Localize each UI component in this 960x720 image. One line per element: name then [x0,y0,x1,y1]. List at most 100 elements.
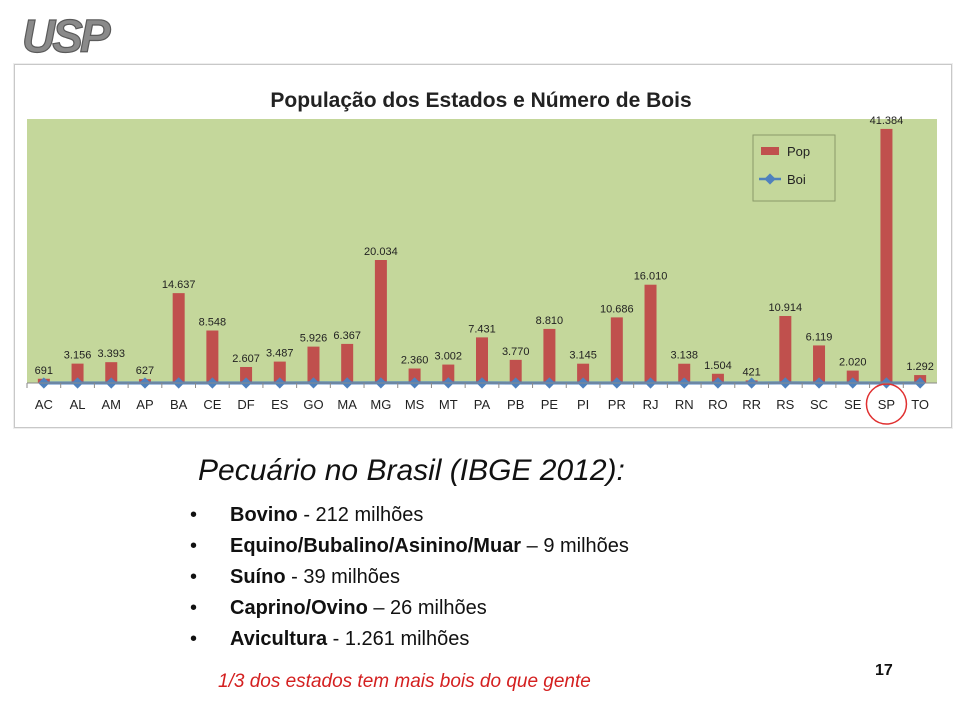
x-tick-mg: MG [370,397,391,412]
item-value: – 9 milhões [521,535,629,557]
legend: Pop Boi [752,134,836,202]
x-tick-rr: RR [742,397,761,412]
legend-box [752,134,836,202]
bar-label-ms: 2.360 [401,355,429,367]
chart: População dos Estados e Número de Bois 6… [26,89,937,425]
item-name: Suíno [230,566,286,588]
bar-am [105,362,118,383]
bar-label-ap: 627 [136,365,154,377]
page-number: 17 [875,662,893,679]
x-tick-df: DF [237,397,254,412]
legend-pop-label: Pop [787,144,810,159]
livestock-list: • Bovino - 212 milhões • Equino/Bubalino/A… [190,500,629,655]
chart-frame: População dos Estados e Número de Bois 6… [14,64,952,428]
x-tick-pa: PA [474,397,491,412]
footnote: 1/3 dos estados tem mais bois do que gen… [218,671,591,692]
x-tick-am: AM [102,397,122,412]
x-tick-pb: PB [507,397,524,412]
bar-label-pa: 7.431 [468,323,496,335]
x-tick-go: GO [303,397,323,412]
bar-label-mg: 20.034 [364,246,398,258]
bar-label-ro: 1.504 [704,360,732,372]
bar-label-go: 5.926 [300,333,328,345]
bar-label-am: 3.393 [97,348,125,360]
heading: Pecuário no Brasil (IBGE 2012): [198,454,625,487]
bar-pe [543,328,556,383]
x-tick-se: SE [844,397,862,412]
x-tick-ro: RO [708,397,728,412]
bar-sc [813,345,826,383]
x-tick-sc: SC [810,397,828,412]
bar-label-rr: 421 [742,366,760,378]
bar-label-ce: 8.548 [199,317,227,329]
x-tick-ma: MA [337,397,357,412]
bar-label-pb: 3.770 [502,346,530,358]
list-item: • Avicultura - 1.261 milhões [190,628,470,650]
x-tick-pi: PI [577,397,589,412]
item-value: - 39 milhões [285,566,401,588]
item-value: - 212 milhões [297,504,424,526]
x-tick-pr: PR [608,397,626,412]
item-value: – 26 milhões [367,597,487,619]
x-tick-ms: MS [405,397,425,412]
x-tick-sp: SP [878,397,895,412]
legend-pop-swatch [761,147,779,155]
bar-mt [442,364,455,383]
x-tick-pe: PE [541,397,559,412]
item-name: Caprino/Ovino [230,597,368,619]
bar-df [240,366,253,383]
bar-sp [880,128,893,383]
list-item: • Caprino/Ovino – 26 milhões [190,597,487,619]
bar-rj [644,284,657,383]
bar-label-df: 2.607 [232,353,260,365]
x-tick-to: TO [911,397,929,412]
bar-label-pi: 3.145 [569,350,597,362]
logo-text: USP [22,10,111,60]
list-item: • Bovino - 212 milhões [190,504,424,526]
bar-pr [610,317,623,383]
bar-label-ma: 6.367 [333,330,361,342]
list-item: • Suíno - 39 milhões [190,566,401,588]
x-tick-rs: RS [776,397,794,412]
bar-pi [577,363,590,383]
x-tick-ba: BA [170,397,188,412]
bar-label-rn: 3.138 [670,350,698,362]
bar-mg [374,260,387,383]
x-tick-rj: RJ [643,397,659,412]
bar-label-ba: 14.637 [162,279,196,291]
bar-ma [341,343,354,383]
item-name: Equino/Bubalino/Asinino/Muar [230,535,522,557]
sp-highlight-circle [865,383,908,425]
bar-label-to: 1.292 [906,361,934,373]
bar-pa [476,337,488,383]
chart-title: População dos Estados e Número de Bois [270,89,691,112]
bar-label-al: 3.156 [64,350,92,362]
bar-rs [779,315,792,383]
x-tick-ap: AP [136,397,153,412]
bar-ba [172,293,185,383]
bar-go [307,346,320,383]
x-tick-ac: AC [35,397,53,412]
bar-label-pr: 10.686 [600,303,634,315]
x-tick-rn: RN [675,397,694,412]
x-tick-mt: MT [439,397,458,412]
item-value: - 1.261 milhões [327,628,470,650]
bar-label-mt: 3.002 [435,351,463,363]
bar-rn [678,363,691,383]
bar-label-ac: 691 [35,365,53,377]
legend-boi-label: Boi [787,172,806,187]
bar-al [71,363,84,383]
item-name: Bovino [230,504,298,526]
item-name: Avicultura [230,628,328,650]
bar-label-sc: 6.119 [806,331,833,343]
bar-label-es: 3.487 [266,348,294,360]
bar-pb [509,359,522,383]
usp-logo: USP [21,9,114,60]
bar-label-sp: 41.384 [870,115,904,127]
x-tick-ce: CE [203,397,221,412]
list-item: • Equino/Bubalino/Asinino/Muar – 9 milhõe… [190,535,629,557]
bar-label-rj: 16.010 [634,271,668,283]
bar-ce [206,330,219,383]
x-tick-es: ES [271,397,289,412]
bar-label-pe: 8.810 [536,315,564,327]
